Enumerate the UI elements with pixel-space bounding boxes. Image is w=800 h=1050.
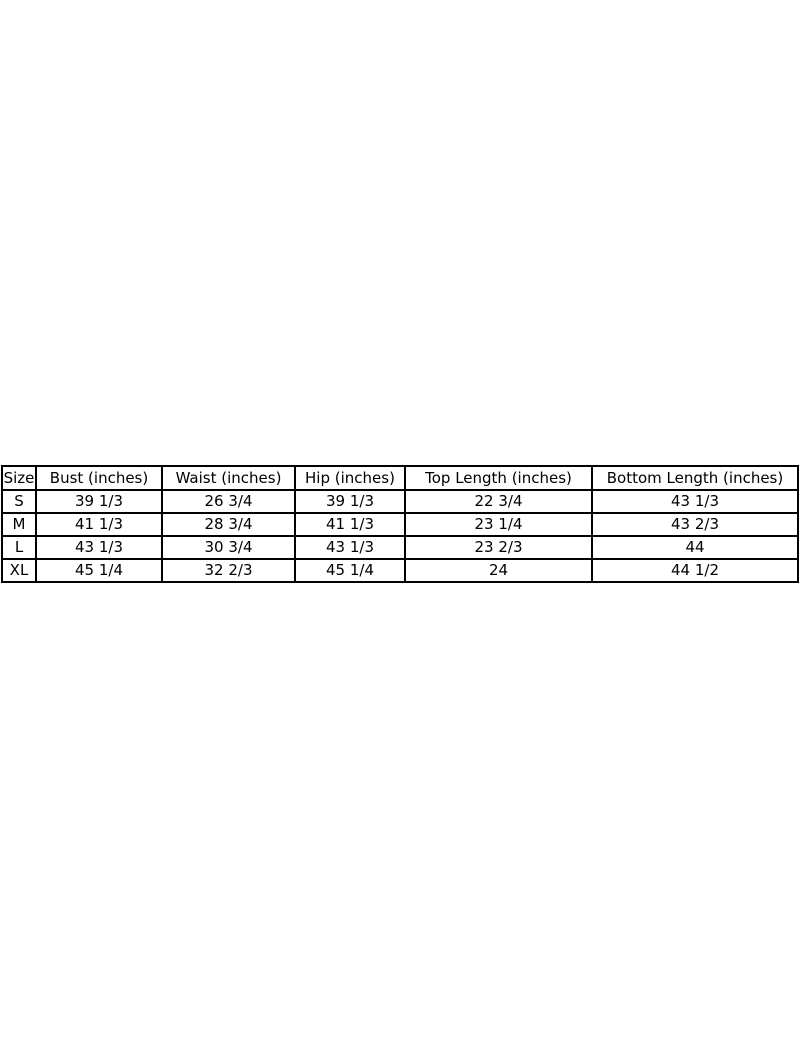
size-chart: Size Bust (inches) Waist (inches) Hip (inch… bbox=[1, 465, 799, 583]
table-cell: 26 3/4 bbox=[161, 489, 296, 514]
table-cell: 43 1/3 bbox=[591, 489, 799, 514]
size-label-cell: XL bbox=[1, 558, 37, 583]
size-chart-table: Size Bust (inches) Waist (inches) Hip (inch… bbox=[1, 465, 799, 583]
table-cell: 43 1/3 bbox=[294, 535, 406, 560]
table-row: M 41 1/3 28 3/4 41 1/3 23 1/4 43 2/3 bbox=[1, 512, 799, 537]
size-label-cell: S bbox=[1, 489, 37, 514]
table-row: XL 45 1/4 32 2/3 45 1/4 24 44 1/2 bbox=[1, 558, 799, 583]
table-cell: 39 1/3 bbox=[35, 489, 163, 514]
table-row: L 43 1/3 30 3/4 43 1/3 23 2/3 44 bbox=[1, 535, 799, 560]
table-cell: 30 3/4 bbox=[161, 535, 296, 560]
table-cell: 23 1/4 bbox=[404, 512, 593, 537]
table-cell: 41 1/3 bbox=[35, 512, 163, 537]
header-row: Size Bust (inches) Waist (inches) Hip (inch… bbox=[1, 465, 799, 491]
column-header: Waist (inches) bbox=[161, 465, 296, 491]
size-label-cell: M bbox=[1, 512, 37, 537]
column-header: Bottom Length (inches) bbox=[591, 465, 799, 491]
table-cell: 39 1/3 bbox=[294, 489, 406, 514]
size-chart-body: S 39 1/3 26 3/4 39 1/3 22 3/4 43 1/3 M 41 1/3 28… bbox=[1, 489, 799, 583]
table-cell: 41 1/3 bbox=[294, 512, 406, 537]
table-cell: 44 bbox=[591, 535, 799, 560]
column-header: Size bbox=[1, 465, 37, 491]
table-cell: 22 3/4 bbox=[404, 489, 593, 514]
table-cell: 45 1/4 bbox=[294, 558, 406, 583]
table-cell: 24 bbox=[404, 558, 593, 583]
table-cell: 45 1/4 bbox=[35, 558, 163, 583]
table-cell: 28 3/4 bbox=[161, 512, 296, 537]
size-chart-header: Size Bust (inches) Waist (inches) Hip (inch… bbox=[1, 465, 799, 491]
table-cell: 43 2/3 bbox=[591, 512, 799, 537]
column-header: Bust (inches) bbox=[35, 465, 163, 491]
table-cell: 43 1/3 bbox=[35, 535, 163, 560]
table-cell: 23 2/3 bbox=[404, 535, 593, 560]
column-header: Top Length (inches) bbox=[404, 465, 593, 491]
table-cell: 32 2/3 bbox=[161, 558, 296, 583]
size-label-cell: L bbox=[1, 535, 37, 560]
table-cell: 44 1/2 bbox=[591, 558, 799, 583]
column-header: Hip (inches) bbox=[294, 465, 406, 491]
table-row: S 39 1/3 26 3/4 39 1/3 22 3/4 43 1/3 bbox=[1, 489, 799, 514]
